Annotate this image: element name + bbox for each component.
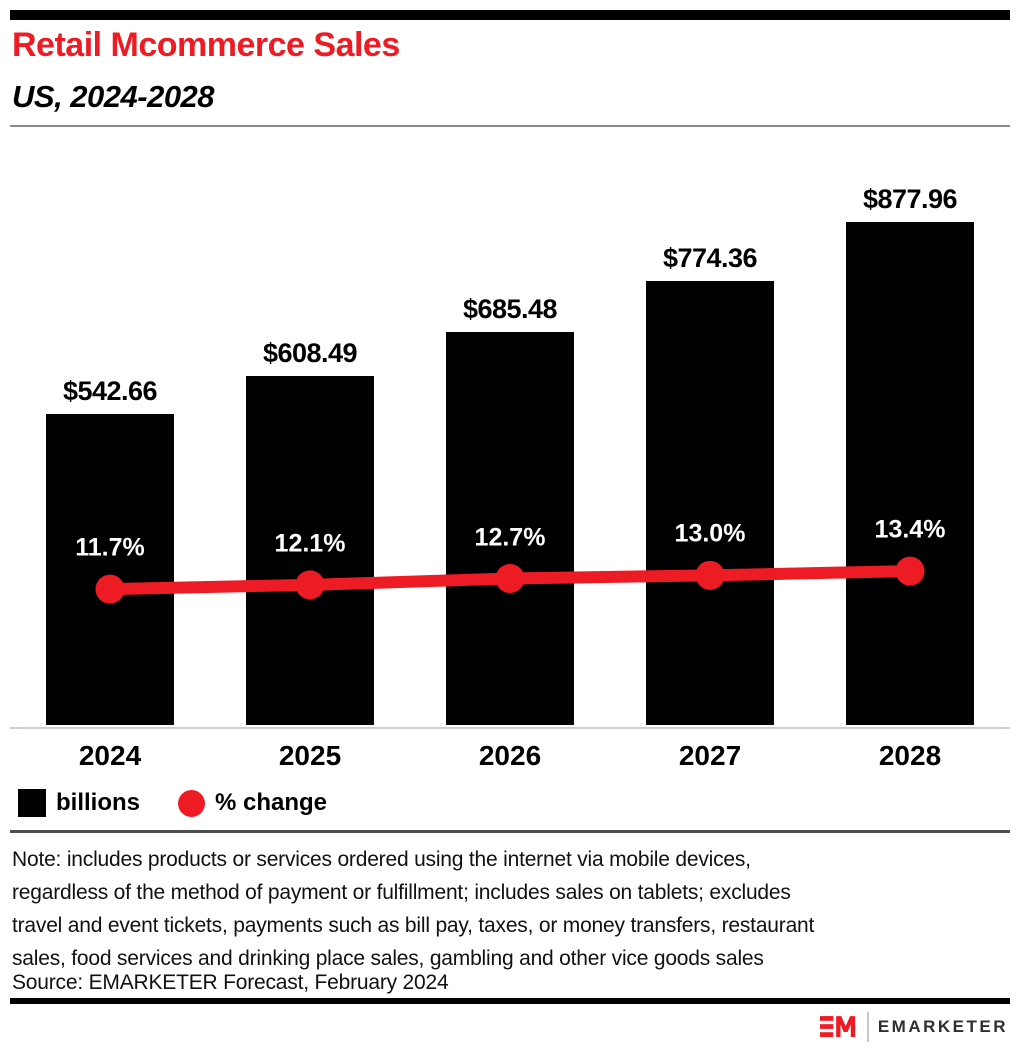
pct-label-2028: 13.4% [874,515,946,544]
note-line-4: sales, food services and drinking place … [12,947,764,970]
chart-legend: billions % change [18,789,327,817]
data-point-2024 [95,574,125,604]
bar-2026 [446,332,574,725]
value-label-2028: $877.96 [862,184,958,214]
pct-label-2024: 11.7% [75,533,145,562]
note-line-3: travel and event tickets, payments such … [12,914,815,937]
x-axis-label-2028: 2028 [878,740,942,771]
data-point-2027 [695,560,725,590]
pct-label-2025: 12.1% [274,529,346,558]
x-axis-label-2024: 2024 [78,740,142,771]
data-point-2025 [295,570,325,600]
note-line-1: Note: includes products or services orde… [12,848,751,871]
footer-divider [10,998,1010,1004]
bar-2025 [246,376,374,725]
chart-title: Retail Mcommerce Sales [12,26,400,64]
data-point-2026 [495,564,525,594]
header-divider [10,125,1010,127]
legend-item-billions: billions [18,789,140,817]
source-text: Source: EMARKETER Forecast, February 202… [12,971,449,994]
bar-2024 [46,414,174,725]
emarketer-logo-icon [819,1016,855,1037]
value-label-2027: $774.36 [662,243,758,274]
pct-label-2027: 13.0% [674,519,746,548]
legend-label-pct-change: % change [215,789,328,816]
x-axis-label-2025: 2025 [278,740,342,771]
legend-divider [10,830,1010,833]
data-point-2028 [895,556,925,586]
pct-label-2026: 12.7% [474,523,546,551]
pct-change-swatch-icon [178,789,205,817]
brand-name: EMARKETER [877,1017,1008,1036]
x-axis-label-2026: 2026 [478,740,542,771]
legend-item-pct-change: % change [178,789,327,817]
bar-2028 [846,222,974,725]
x-axis-line [10,727,1010,729]
note-text: Note: includes products or services orde… [12,843,814,975]
note-line-2: regardless of the method of payment or f… [12,881,791,904]
billions-swatch-icon [18,789,46,817]
value-label-2024: $542.66 [62,376,158,407]
value-label-2026: $685.48 [462,294,558,325]
legend-label-billions: billions [56,789,140,816]
bar-2027 [646,281,774,725]
value-label-2025: $608.49 [262,338,358,369]
footer: EMARKETER [819,1012,1008,1042]
x-axis-label-2027: 2027 [678,740,742,771]
chart-subtitle: US, 2024-2028 [12,79,215,114]
top-accent-bar [10,10,1010,20]
logo-separator [866,1012,869,1042]
